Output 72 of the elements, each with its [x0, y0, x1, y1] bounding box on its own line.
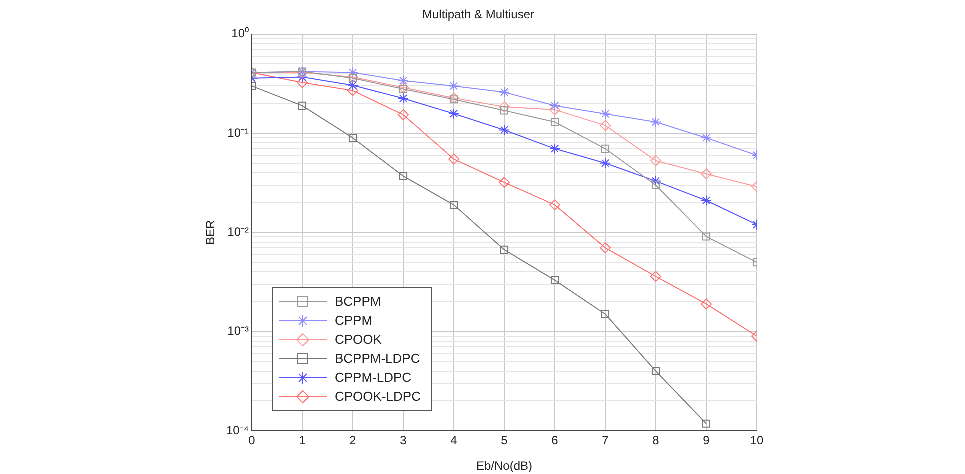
point — [550, 143, 560, 154]
point — [701, 298, 712, 310]
point — [399, 172, 408, 180]
x-axis-title: Eb/No(dB) — [476, 459, 533, 474]
x-tick-label: 10 — [750, 434, 764, 448]
point — [448, 108, 460, 120]
point — [600, 242, 611, 254]
point — [499, 102, 510, 113]
x-tick-label: 4 — [450, 434, 458, 448]
point — [650, 271, 662, 282]
y-tick-label: 10⁻³ — [228, 324, 250, 338]
point — [550, 118, 560, 126]
point — [601, 144, 610, 153]
point — [600, 108, 611, 120]
point — [702, 232, 711, 241]
y-tick-label: 10⁻¹ — [228, 126, 250, 140]
point — [348, 80, 358, 92]
point — [600, 120, 611, 132]
point — [448, 154, 460, 165]
point — [550, 276, 560, 284]
y-tick-label: 10⁻² — [228, 225, 250, 240]
point — [399, 85, 408, 94]
point — [702, 420, 711, 428]
point — [550, 200, 560, 211]
point — [348, 134, 358, 142]
legend-label: CPPM-LDPC — [335, 370, 412, 385]
point — [448, 92, 460, 104]
point — [450, 201, 458, 210]
point — [448, 80, 460, 92]
point — [499, 177, 510, 188]
legend-label: CPOOK-LDPC — [335, 389, 421, 404]
legend-label: CPOOK — [335, 332, 382, 347]
point — [398, 109, 409, 120]
point — [600, 158, 611, 169]
legend-label: BCPPM — [335, 294, 382, 309]
x-tick-label: 8 — [652, 434, 660, 448]
point — [701, 195, 712, 206]
point — [652, 367, 660, 376]
point — [500, 246, 509, 254]
point — [499, 124, 510, 136]
x-tick-label: 1 — [299, 434, 306, 448]
point — [398, 82, 409, 94]
legend-label: CPPM — [335, 313, 373, 328]
x-tick-label: 6 — [552, 434, 559, 448]
point — [650, 176, 662, 187]
point — [500, 106, 509, 115]
point — [701, 132, 712, 144]
x-tick-label: 5 — [501, 434, 508, 448]
x-tick-label: 2 — [350, 434, 357, 448]
point — [550, 100, 560, 112]
x-tick-label: 0 — [248, 434, 256, 448]
point — [650, 155, 662, 166]
point — [398, 93, 409, 104]
chart-title: Multipath & Multiuser — [422, 8, 535, 22]
point — [298, 102, 307, 110]
point — [601, 310, 610, 318]
point — [652, 181, 660, 190]
legend-label: BCPPM-LDPC — [335, 351, 420, 366]
point — [348, 74, 358, 82]
y-axis-title: BER — [204, 220, 218, 246]
y-tick-label: 10⁰ — [232, 26, 249, 41]
point — [348, 67, 358, 78]
y-tick-label: 10⁻⁴ — [226, 423, 249, 438]
point — [450, 96, 458, 104]
x-tick-label: 3 — [400, 434, 408, 448]
x-tick-label: 9 — [703, 434, 710, 448]
point — [499, 86, 510, 98]
x-tick-label: 7 — [602, 434, 610, 448]
point — [650, 116, 662, 128]
point — [701, 168, 712, 180]
point — [398, 75, 409, 86]
point — [297, 77, 308, 88]
